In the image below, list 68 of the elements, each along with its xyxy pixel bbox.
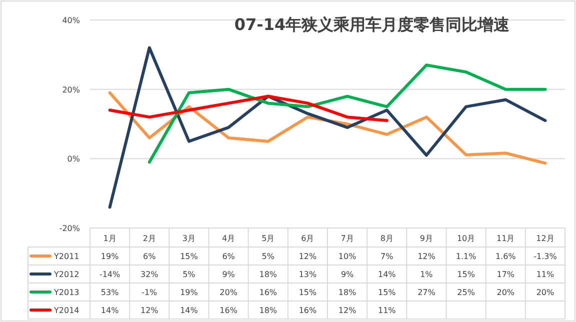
data-label: 5% — [182, 270, 196, 279]
data-label: 15% — [378, 288, 396, 297]
data-label: 16% — [298, 306, 317, 315]
x-tick-label: 1月 — [103, 234, 116, 243]
line-series — [108, 94, 388, 122]
data-label: 14% — [100, 306, 120, 315]
x-tick-label: 9月 — [420, 234, 434, 243]
data-label: 11% — [536, 270, 554, 279]
line-series — [148, 64, 547, 164]
text: 53% — [100, 288, 119, 297]
data-label: 27% — [418, 288, 436, 297]
data-label: -1% — [142, 288, 158, 297]
x-tick-label: 2月 — [142, 234, 156, 243]
x-tick-label: 5月 — [262, 234, 275, 243]
data-label: 19% — [100, 252, 120, 261]
data-label: -14% — [99, 270, 121, 279]
legend-label: Y2012 — [53, 270, 80, 279]
data-label: 13% — [298, 270, 317, 279]
data-label: 9% — [340, 270, 354, 279]
x-tick-label: 6月 — [301, 234, 314, 243]
data-label: 15% — [298, 288, 317, 297]
legend-label: Y2014 — [53, 306, 80, 315]
data-label: 10% — [338, 252, 357, 261]
data-label: 15% — [457, 270, 476, 279]
data-label: 32% — [140, 270, 159, 279]
chart-title: 07-14年狭义乘用车月度零售同比增速 — [234, 15, 511, 34]
data-label: 6% — [222, 252, 236, 261]
x-tick-label: 4月 — [222, 234, 236, 243]
data-label: 1.1% — [456, 252, 477, 261]
data-label: 14% — [378, 270, 396, 279]
data-label: 18% — [259, 270, 278, 279]
data-label: 19% — [180, 288, 198, 297]
data-label: 11% — [378, 306, 396, 315]
x-tick-label: 3月 — [182, 234, 196, 243]
x-tick-label: 12月 — [536, 234, 554, 243]
y-tick-label: 0% — [67, 154, 80, 164]
data-label: -1.3% — [534, 252, 558, 261]
data-label: 18% — [259, 306, 278, 315]
data-label: 5% — [262, 252, 275, 261]
data-label: 18% — [338, 288, 357, 297]
data-label: 12% — [338, 306, 357, 315]
data-label: 16% — [259, 288, 278, 297]
y-tick-label: -20% — [59, 224, 80, 233]
data-label: 20% — [496, 288, 515, 297]
data-label: 20% — [220, 288, 238, 297]
data-label: 12% — [418, 252, 436, 261]
y-tick-label: 40% — [62, 16, 80, 25]
data-label: 12% — [298, 252, 317, 261]
data-label: 17% — [496, 270, 515, 279]
legend-label: Y2011 — [53, 252, 80, 261]
legend-label: Y2013 — [53, 288, 80, 297]
data-label: 9% — [222, 270, 236, 279]
data-label: 6% — [143, 252, 156, 261]
x-tick-label: 8月 — [380, 234, 394, 243]
data-label: 7% — [380, 252, 394, 261]
data-label: 14% — [180, 306, 198, 315]
x-tick-label: 11月 — [496, 234, 515, 243]
data-label: 15% — [180, 252, 198, 261]
data-label: 12% — [140, 306, 159, 315]
data-label: 25% — [457, 288, 476, 297]
data-label: 1.6% — [495, 252, 516, 261]
x-tick-label: 7月 — [340, 234, 354, 243]
data-label: 16% — [220, 306, 238, 315]
data-label: 20% — [536, 288, 554, 297]
x-tick-label: 10月 — [456, 234, 476, 243]
line-series — [108, 46, 547, 209]
y-tick-label: 20% — [62, 85, 80, 94]
data-label: 1% — [420, 270, 434, 279]
